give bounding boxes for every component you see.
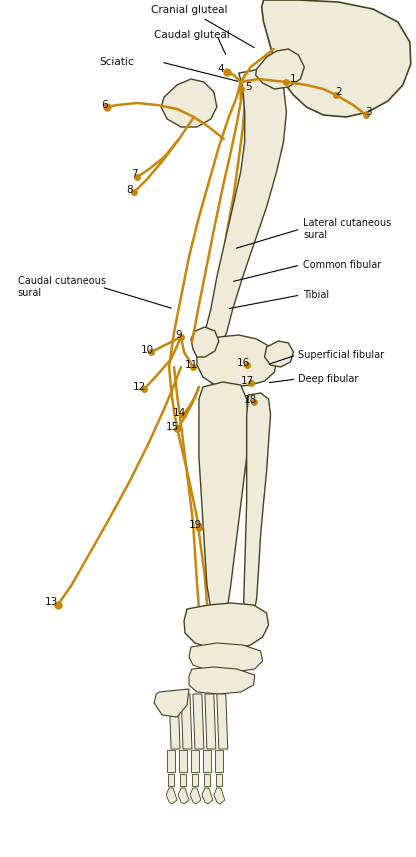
Polygon shape	[181, 694, 192, 749]
Polygon shape	[192, 774, 198, 786]
Text: Cranial gluteal: Cranial gluteal	[151, 5, 254, 48]
Text: 3: 3	[365, 107, 371, 117]
Text: 11: 11	[184, 360, 198, 370]
Text: 4: 4	[218, 64, 224, 74]
Text: Superficial fibular: Superficial fibular	[298, 350, 384, 360]
Polygon shape	[189, 667, 255, 694]
Polygon shape	[255, 49, 305, 89]
Polygon shape	[184, 603, 269, 649]
Text: 14: 14	[172, 408, 186, 418]
Text: Caudal gluteal: Caudal gluteal	[154, 30, 230, 40]
Polygon shape	[202, 788, 213, 804]
Text: 2: 2	[335, 87, 342, 97]
Polygon shape	[216, 774, 222, 786]
Polygon shape	[265, 341, 293, 367]
Text: 8: 8	[126, 185, 133, 195]
Polygon shape	[214, 788, 225, 804]
Text: Deep fibular: Deep fibular	[298, 374, 359, 384]
Text: 12: 12	[133, 382, 146, 392]
Polygon shape	[166, 788, 177, 804]
Polygon shape	[244, 393, 270, 617]
Polygon shape	[161, 79, 217, 127]
Text: 6: 6	[101, 100, 108, 110]
Polygon shape	[215, 750, 223, 772]
Polygon shape	[193, 694, 204, 749]
Polygon shape	[190, 788, 201, 804]
Text: Sciatic: Sciatic	[99, 57, 134, 67]
Text: Caudal cutaneous
sural: Caudal cutaneous sural	[18, 276, 106, 297]
Polygon shape	[205, 67, 287, 347]
Polygon shape	[191, 327, 219, 357]
Polygon shape	[169, 694, 180, 749]
Text: 17: 17	[241, 376, 254, 386]
Polygon shape	[204, 774, 210, 786]
Text: Common fibular: Common fibular	[303, 260, 381, 270]
Polygon shape	[178, 788, 189, 804]
Text: 5: 5	[245, 82, 252, 92]
Text: Tibial: Tibial	[303, 290, 329, 300]
Polygon shape	[197, 335, 277, 387]
Polygon shape	[154, 689, 189, 717]
Polygon shape	[217, 694, 228, 749]
Text: 13: 13	[45, 597, 58, 607]
Polygon shape	[189, 643, 262, 672]
Text: 9: 9	[176, 330, 182, 340]
Text: 16: 16	[237, 358, 250, 368]
Text: 19: 19	[188, 520, 202, 530]
Polygon shape	[180, 774, 186, 786]
Polygon shape	[179, 750, 187, 772]
Polygon shape	[262, 0, 411, 117]
Polygon shape	[199, 382, 249, 615]
Text: 10: 10	[141, 345, 154, 355]
Polygon shape	[203, 750, 211, 772]
Text: 18: 18	[244, 395, 257, 405]
Text: 1: 1	[290, 74, 297, 84]
Text: Lateral cutaneous
sural: Lateral cutaneous sural	[303, 219, 391, 240]
Text: 15: 15	[166, 422, 179, 432]
Polygon shape	[191, 750, 199, 772]
Polygon shape	[168, 774, 174, 786]
Polygon shape	[205, 694, 216, 749]
Polygon shape	[167, 750, 175, 772]
Text: 7: 7	[131, 169, 138, 179]
